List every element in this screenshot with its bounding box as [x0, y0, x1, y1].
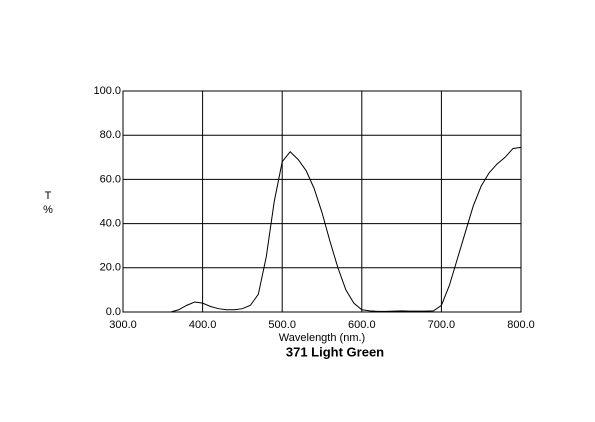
y-axis-label: % [43, 204, 53, 216]
x-axis-label: Wavelength (nm.) [279, 332, 365, 344]
y-tick-label: 100.0 [93, 85, 121, 97]
x-tick-label: 800.0 [507, 319, 535, 331]
y-tick-label: 20.0 [100, 262, 121, 274]
y-tick-label: 0.0 [106, 306, 121, 318]
x-tick-label: 700.0 [428, 319, 456, 331]
y-tick-label: 80.0 [100, 129, 121, 141]
x-tick-label: 500.0 [268, 319, 296, 331]
chart-title: 371 Light Green [286, 344, 384, 359]
x-tick-label: 400.0 [189, 319, 217, 331]
y-tick-label: 60.0 [100, 173, 121, 185]
plot-frame [122, 90, 522, 313]
x-tick-label: 600.0 [348, 319, 376, 331]
x-tick-label: 300.0 [109, 319, 137, 331]
y-tick-label: 40.0 [100, 218, 121, 230]
spectrum-line [170, 146, 522, 313]
y-axis-label: T [45, 190, 52, 202]
